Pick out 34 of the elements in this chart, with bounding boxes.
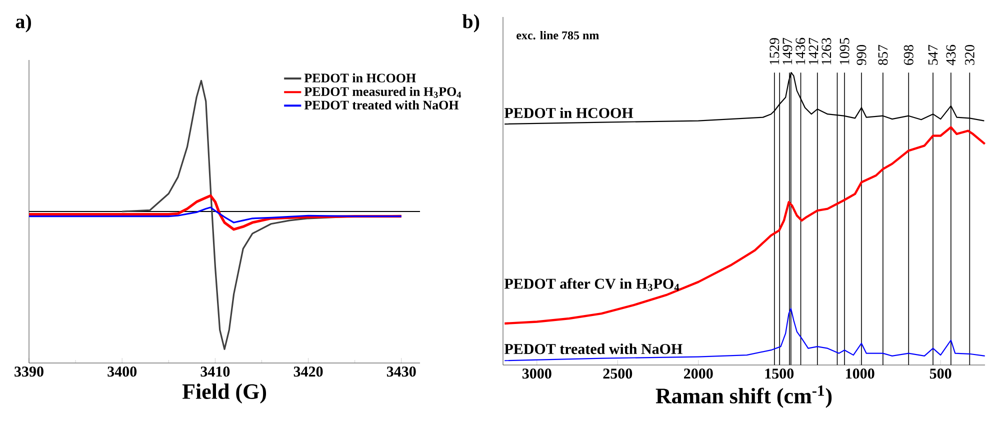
text: exc. line 785 nm [516, 30, 599, 40]
x-tick-label: 1500 [765, 368, 794, 379]
x-tick-label: 1000 [846, 368, 874, 379]
legend-label: PEDOT treated with NaOH [304, 100, 459, 110]
x-tick-label: 2500 [603, 368, 632, 379]
x-axis-title: Field (G) [182, 384, 266, 404]
x-tick-label: 3000 [522, 368, 552, 379]
ref-line-label: 857 [878, 44, 888, 65]
ref-line-label: 436 [946, 44, 956, 66]
x-tick-label: 3430 [386, 366, 416, 377]
series-label: PEDOT in HCOOH [504, 108, 634, 118]
legend-label: PEDOT measured in H$_{3}$PO$_{4}$ [304, 86, 462, 98]
ref-line-label: 320 [964, 45, 974, 65]
x-tick-label: 3390 [14, 366, 44, 377]
ref-line-label: 1427 [808, 38, 818, 64]
ref-line-label: 1436 [796, 38, 806, 64]
ref-line-label: 698 [904, 45, 914, 65]
chart-title: a) [16, 14, 31, 32]
ref-line-label: 990 [856, 45, 866, 66]
x-tick-label: 3400 [108, 366, 137, 377]
ref-line-label: 1529 [770, 38, 780, 64]
ref-line-label: 547 [928, 44, 938, 65]
x-tick-label: 3420 [294, 366, 323, 377]
x-tick-label: 3410 [200, 366, 230, 377]
x-tick-label: 500 [930, 368, 952, 379]
x-tick-label: 2000 [684, 368, 713, 379]
series-label: PEDOT after CV in H$_{3}$PO$_{4}$ [504, 278, 680, 291]
ref-line-label: 1095 [840, 38, 850, 64]
legend-label: PEDOT in HCOOH [304, 73, 416, 82]
series-label: PEDOT treated with NaOH [504, 344, 682, 354]
x-axis-title: Raman shift (cm$^{-1}$) [656, 386, 832, 408]
chart-title: b) [462, 14, 480, 32]
ref-line-label: 1497 [782, 38, 792, 64]
ref-line-label: 1263 [822, 38, 832, 64]
